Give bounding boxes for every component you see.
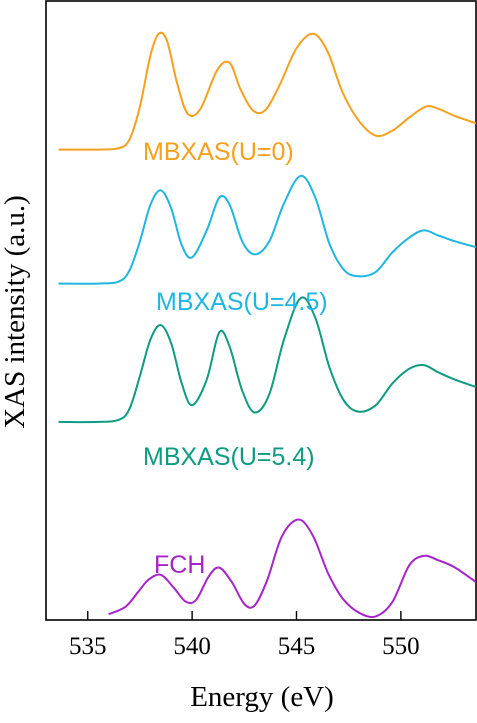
plot-frame [45, 0, 477, 621]
series-label-3: MBXAS(U=5.4) [143, 443, 315, 471]
series-layer [58, 31, 476, 619]
series-label-1: MBXAS(U=0) [143, 138, 294, 166]
x-ticks: 535 540 545 550 [69, 611, 420, 660]
series-line-2 [58, 174, 476, 285]
y-axis-title: XAS intensity (a.u.) [0, 195, 31, 429]
series-label-2: MBXAS(U=4.5) [156, 288, 328, 316]
series-line-1 [58, 31, 476, 151]
x-tick-label: 540 [173, 633, 211, 660]
x-tick-label: 550 [382, 633, 420, 660]
x-tick-label: 545 [278, 633, 316, 660]
series-line-4 [108, 518, 476, 619]
x-axis-title: Energy (eV) [190, 681, 334, 713]
series-label-4: FCH [154, 551, 205, 579]
series-line-3 [58, 296, 476, 424]
x-tick-label: 535 [69, 633, 107, 660]
series-labels: MBXAS(U=0) MBXAS(U=4.5) MBXAS(U=5.4) FCH [143, 138, 328, 579]
